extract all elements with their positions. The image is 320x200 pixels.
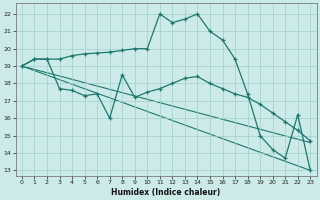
X-axis label: Humidex (Indice chaleur): Humidex (Indice chaleur) <box>111 188 221 197</box>
